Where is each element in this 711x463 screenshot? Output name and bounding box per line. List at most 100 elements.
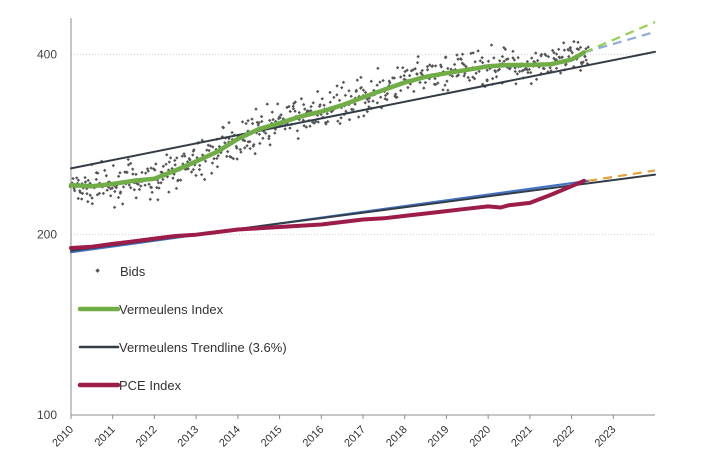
bid-point bbox=[265, 102, 269, 106]
bid-point bbox=[271, 117, 275, 122]
bid-point bbox=[267, 136, 271, 141]
bid-point bbox=[85, 192, 89, 196]
x-tick-label: 2016 bbox=[301, 424, 327, 450]
bid-point bbox=[485, 79, 489, 83]
bid-point bbox=[80, 191, 85, 196]
bid-point bbox=[328, 100, 332, 104]
bid-point bbox=[303, 107, 307, 111]
bid-point bbox=[72, 188, 77, 193]
y-tick-label: 400 bbox=[37, 47, 57, 61]
bid-point bbox=[578, 68, 583, 73]
bid-point bbox=[183, 154, 187, 158]
bid-point bbox=[349, 94, 353, 98]
x-tick-label: 2021 bbox=[509, 424, 535, 450]
bid-point bbox=[279, 113, 283, 117]
bid-point bbox=[471, 51, 475, 55]
bid-point bbox=[405, 68, 409, 72]
bid-point bbox=[212, 156, 216, 161]
bid-point bbox=[299, 97, 304, 101]
bid-point bbox=[498, 59, 502, 63]
bid-point bbox=[528, 70, 533, 75]
bid-point bbox=[355, 78, 360, 82]
pce-index-line bbox=[69, 178, 587, 250]
bid-point bbox=[520, 69, 525, 73]
bid-point bbox=[576, 40, 580, 45]
bid-point bbox=[293, 100, 298, 104]
bid-point bbox=[500, 54, 505, 59]
bid-point bbox=[446, 66, 450, 71]
bid-point bbox=[515, 72, 520, 76]
bid-point bbox=[316, 120, 320, 124]
bid-point bbox=[257, 132, 262, 136]
bid-point bbox=[137, 187, 142, 192]
bid-point bbox=[308, 124, 312, 128]
bid-point bbox=[178, 178, 183, 182]
bid-point bbox=[287, 104, 291, 109]
x-tick-label: 2015 bbox=[259, 424, 285, 450]
bid-point bbox=[90, 202, 95, 206]
bid-point bbox=[199, 172, 204, 177]
gridlines bbox=[71, 53, 655, 236]
bid-point bbox=[492, 56, 496, 60]
bid-point bbox=[118, 171, 122, 175]
bid-point bbox=[539, 52, 544, 57]
bid-point bbox=[430, 64, 434, 69]
bid-point bbox=[283, 127, 287, 131]
bid-point bbox=[311, 101, 315, 105]
bid-point bbox=[363, 90, 368, 95]
bid-point bbox=[335, 93, 339, 97]
bid-point bbox=[407, 73, 412, 78]
bid-point bbox=[197, 167, 202, 172]
bid-point bbox=[210, 161, 215, 165]
legend-marker bbox=[95, 268, 100, 273]
bid-point bbox=[568, 45, 573, 50]
bid-point bbox=[164, 162, 168, 166]
bid-point bbox=[378, 95, 383, 99]
bid-point bbox=[173, 158, 177, 163]
bid-point bbox=[161, 164, 166, 168]
bid-point bbox=[148, 197, 153, 201]
bid-point bbox=[254, 107, 258, 111]
bid-point bbox=[80, 197, 84, 201]
bid-point bbox=[186, 167, 190, 171]
bid-point bbox=[336, 119, 340, 123]
bid-point bbox=[480, 55, 484, 60]
bid-point bbox=[202, 177, 207, 182]
bid-point bbox=[332, 95, 336, 100]
bid-point bbox=[94, 177, 98, 182]
bid-point bbox=[527, 67, 531, 72]
bid-point bbox=[433, 64, 438, 68]
x-tick-label: 2013 bbox=[175, 424, 201, 450]
bid-point bbox=[542, 66, 546, 71]
bid-point bbox=[309, 108, 313, 113]
bid-point bbox=[443, 83, 447, 87]
bid-point bbox=[534, 77, 539, 82]
bid-point bbox=[584, 58, 588, 62]
bid-point bbox=[343, 93, 348, 98]
bid-point bbox=[561, 41, 566, 45]
bid-point bbox=[518, 69, 522, 74]
bid-point bbox=[147, 182, 151, 186]
bid-point bbox=[154, 162, 158, 166]
bid-point bbox=[113, 189, 117, 194]
bid-point bbox=[423, 80, 428, 85]
bid-point bbox=[95, 193, 100, 197]
bid-point bbox=[104, 174, 109, 178]
bid-point bbox=[425, 68, 430, 72]
bid-point bbox=[376, 66, 380, 71]
bid-point bbox=[567, 54, 571, 59]
bid-point bbox=[369, 79, 373, 83]
bid-point bbox=[413, 67, 417, 71]
legend-item-bids: Bids bbox=[95, 264, 146, 279]
bid-point bbox=[268, 143, 272, 147]
x-tick-label: 2022 bbox=[551, 424, 577, 450]
bid-point bbox=[130, 167, 135, 171]
bid-point bbox=[550, 48, 555, 53]
bid-point bbox=[485, 68, 489, 72]
bid-point bbox=[415, 60, 420, 65]
bid-point bbox=[452, 62, 457, 67]
bid-point bbox=[385, 91, 390, 96]
bid-point bbox=[322, 103, 326, 107]
y-tick-label: 100 bbox=[37, 408, 57, 422]
bid-point bbox=[459, 57, 463, 62]
